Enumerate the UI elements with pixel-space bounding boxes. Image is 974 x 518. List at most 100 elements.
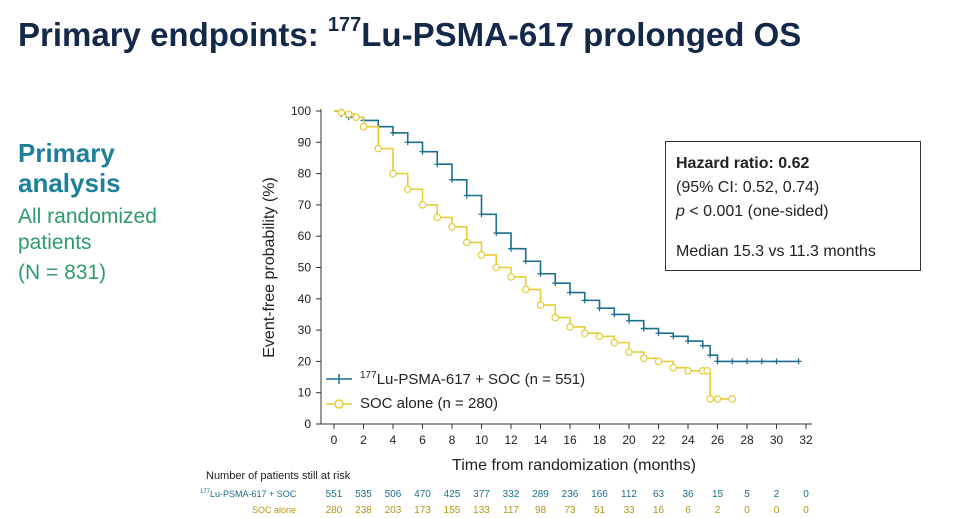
x-tick-label: 32	[799, 433, 813, 447]
risk-count-soc: 203	[385, 505, 402, 516]
data-point-soc	[492, 263, 501, 272]
page-title: Primary endpoints: 177Lu-PSMA-617 prolon…	[18, 14, 802, 54]
y-tick-label: 50	[298, 261, 312, 275]
data-point-lu	[670, 333, 677, 340]
analysis-panel: Primary analysis All randomized patients…	[18, 138, 157, 286]
data-point-soc	[344, 110, 353, 118]
risk-count-soc: 98	[535, 505, 547, 516]
hazard-ratio-box: Hazard ratio: 0.62 (95% CI: 0.52, 0.74) …	[665, 141, 921, 271]
x-tick-label: 18	[593, 433, 607, 447]
risk-count-soc: 133	[473, 505, 490, 516]
data-point-lu	[463, 192, 470, 199]
population-label-2: patients	[18, 231, 92, 254]
primary-label: Primary	[18, 138, 115, 168]
data-point-soc	[507, 273, 515, 281]
data-point-soc	[448, 223, 456, 231]
data-point-soc	[536, 301, 545, 309]
data-point-soc	[359, 122, 368, 131]
data-point-soc	[669, 363, 678, 372]
data-point-soc	[337, 108, 346, 117]
x-tick-label: 10	[475, 433, 489, 447]
y-tick-label: 10	[298, 386, 312, 400]
risk-count-lu: 0	[803, 489, 809, 500]
data-point-soc	[374, 144, 383, 153]
title-rest: Lu-PSMA-617 prolonged OS	[361, 16, 802, 53]
y-tick-label: 80	[298, 167, 312, 181]
plus-marker-icon	[326, 373, 352, 384]
data-point-soc	[728, 395, 737, 403]
x-tick-label: 26	[711, 433, 725, 447]
data-point-lu	[773, 358, 780, 365]
legend-label-soc: SOC alone (n = 280)	[360, 395, 498, 412]
x-tick-label: 14	[534, 433, 548, 447]
data-point-lu	[390, 129, 396, 136]
data-point-soc	[403, 185, 412, 194]
data-point-soc	[610, 338, 619, 347]
circle-marker-icon	[326, 398, 352, 409]
title-main: Primary endpoints:	[18, 16, 328, 53]
legend-item-lu: 177Lu-PSMA-617 + SOC (n = 551)	[326, 366, 585, 391]
data-point-lu	[729, 358, 736, 365]
p-value: p < 0.001 (one-sided)	[676, 200, 910, 224]
data-point-lu	[655, 330, 662, 337]
risk-count-soc: 0	[744, 505, 750, 516]
risk-count-lu: 289	[532, 489, 549, 500]
x-tick-label: 22	[652, 433, 666, 447]
data-point-soc	[352, 113, 360, 122]
risk-count-lu: 425	[444, 489, 461, 500]
chart-legend: 177Lu-PSMA-617 + SOC (n = 551) SOC alone…	[326, 366, 585, 416]
data-point-lu	[537, 270, 544, 277]
data-point-soc	[521, 285, 530, 294]
data-point-lu	[758, 358, 765, 365]
data-point-soc	[713, 395, 722, 403]
risk-count-soc: 280	[326, 505, 343, 516]
data-point-soc	[580, 329, 589, 338]
data-point-lu	[552, 280, 559, 287]
population-label-1: All randomized	[18, 205, 157, 228]
x-tick-label: 30	[770, 433, 784, 447]
x-tick-label: 16	[563, 433, 577, 447]
y-tick-label: 100	[291, 104, 311, 118]
data-point-soc	[477, 251, 486, 259]
x-tick-label: 0	[331, 433, 338, 447]
legend-label-lu: 177Lu-PSMA-617 + SOC (n = 551)	[360, 369, 586, 388]
data-point-lu	[707, 352, 714, 359]
data-point-soc	[706, 395, 714, 403]
data-point-lu	[434, 161, 441, 168]
data-point-soc	[595, 332, 604, 341]
p-symbol: p	[676, 203, 685, 220]
data-point-lu	[508, 245, 514, 252]
risk-count-soc: 73	[564, 505, 576, 516]
data-point-lu	[493, 230, 500, 237]
y-tick-label: 60	[298, 229, 312, 243]
x-tick-label: 2	[360, 433, 367, 447]
risk-count-soc: 2	[715, 505, 721, 516]
hazard-ratio-title: Hazard ratio: 0.62	[676, 155, 810, 172]
x-tick-label: 12	[504, 433, 518, 447]
risk-count-lu: 112	[621, 489, 637, 500]
data-point-lu	[699, 342, 706, 349]
risk-count-lu: 2	[774, 489, 780, 500]
risk-count-soc: 155	[444, 505, 461, 516]
risk-count-soc: 51	[594, 505, 606, 516]
risk-row-label-soc: SOC alone	[252, 505, 297, 515]
data-point-lu	[522, 258, 529, 265]
risk-count-soc: 0	[803, 505, 809, 516]
risk-count-soc: 0	[774, 505, 780, 516]
risk-count-lu: 166	[591, 489, 608, 500]
data-point-soc	[654, 357, 663, 366]
data-point-lu	[478, 211, 485, 218]
title-superscript: 177	[327, 14, 362, 36]
risk-count-soc: 16	[653, 505, 665, 516]
x-tick-label: 28	[740, 433, 754, 447]
median-survival: Median 15.3 vs 11.3 months	[676, 243, 876, 260]
data-point-soc	[625, 348, 633, 356]
data-point-soc	[684, 366, 692, 375]
population-count: (N = 831)	[18, 261, 107, 284]
risk-count-lu: 377	[473, 489, 490, 500]
confidence-interval: (95% CI: 0.52, 0.74)	[676, 179, 820, 196]
y-axis-label: Event-free probability (%)	[261, 177, 278, 358]
risk-count-lu: 535	[355, 489, 372, 500]
y-tick-label: 90	[298, 135, 312, 149]
